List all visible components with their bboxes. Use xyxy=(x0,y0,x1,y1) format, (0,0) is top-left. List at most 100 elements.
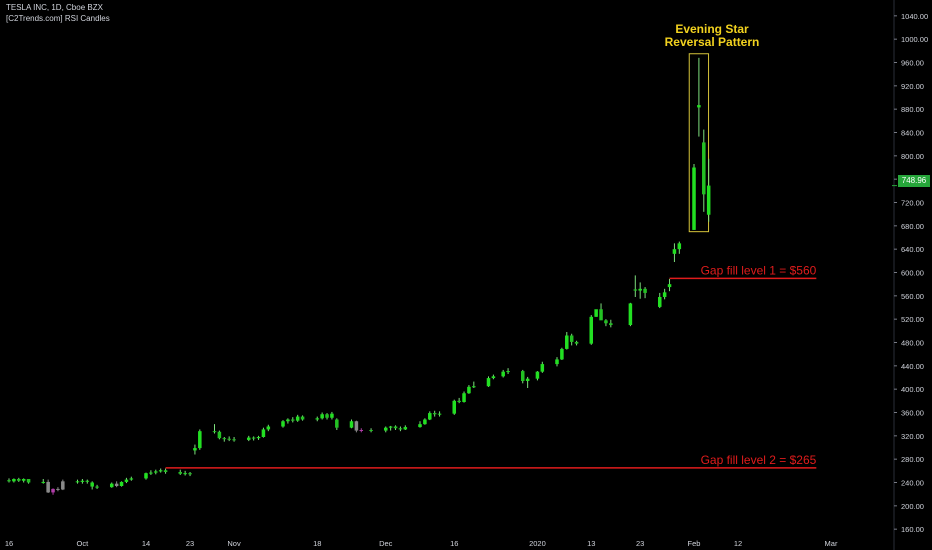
candle[interactable] xyxy=(325,413,329,420)
candle[interactable] xyxy=(85,479,90,484)
candle[interactable] xyxy=(227,436,231,442)
candle[interactable] xyxy=(114,481,119,488)
candle[interactable] xyxy=(432,410,437,417)
candle[interactable] xyxy=(702,129,706,212)
candle[interactable] xyxy=(56,487,60,492)
candle[interactable] xyxy=(589,315,594,345)
candle[interactable] xyxy=(291,417,295,423)
candle[interactable] xyxy=(212,424,217,434)
candle[interactable] xyxy=(61,479,65,491)
candle[interactable] xyxy=(520,369,525,384)
symbol-title[interactable]: TESLA INC, 1D, Cboe BZX xyxy=(6,3,103,12)
candle[interactable] xyxy=(423,418,427,425)
candle[interactable] xyxy=(462,391,466,403)
candle[interactable] xyxy=(256,435,261,440)
candle[interactable] xyxy=(525,376,530,388)
candle[interactable] xyxy=(403,425,408,430)
candle[interactable] xyxy=(144,472,148,480)
candle[interactable] xyxy=(560,347,564,360)
candle[interactable] xyxy=(677,241,682,254)
candle[interactable] xyxy=(295,414,300,422)
candle[interactable] xyxy=(315,416,320,422)
candle[interactable] xyxy=(706,158,711,222)
candle[interactable] xyxy=(124,477,129,484)
candle[interactable] xyxy=(697,57,701,137)
candle[interactable] xyxy=(17,477,21,482)
candle[interactable] xyxy=(320,412,324,420)
candle[interactable] xyxy=(80,479,85,484)
candle[interactable] xyxy=(12,478,16,483)
candle[interactable] xyxy=(662,288,667,300)
candle[interactable] xyxy=(486,376,491,387)
candle[interactable] xyxy=(672,243,677,262)
candle[interactable] xyxy=(506,368,510,374)
candle[interactable] xyxy=(555,357,559,367)
candle[interactable] xyxy=(26,479,31,484)
candle[interactable] xyxy=(246,435,251,442)
candle[interactable] xyxy=(467,385,471,394)
candle[interactable] xyxy=(95,484,99,489)
candle[interactable] xyxy=(188,472,192,477)
candle[interactable] xyxy=(628,302,633,327)
candle[interactable] xyxy=(383,426,388,433)
candle[interactable] xyxy=(75,479,80,484)
candle[interactable] xyxy=(183,470,187,476)
candle[interactable] xyxy=(457,397,461,404)
candle[interactable] xyxy=(149,470,153,475)
candle[interactable] xyxy=(569,333,574,346)
candle[interactable] xyxy=(349,419,354,429)
candle[interactable] xyxy=(657,292,662,309)
candle[interactable] xyxy=(535,371,540,381)
candle[interactable] xyxy=(418,421,422,428)
candle[interactable] xyxy=(46,479,50,493)
candle[interactable] xyxy=(222,437,227,442)
candle[interactable] xyxy=(599,303,603,321)
candle[interactable] xyxy=(501,369,505,378)
candle[interactable] xyxy=(565,332,569,350)
candle[interactable] xyxy=(609,319,613,328)
candle[interactable] xyxy=(388,425,393,431)
candle[interactable] xyxy=(330,411,334,420)
candle[interactable] xyxy=(217,430,222,440)
candle[interactable] xyxy=(232,437,236,442)
candle[interactable] xyxy=(281,420,285,428)
candle[interactable] xyxy=(604,319,608,327)
candle[interactable] xyxy=(594,309,598,317)
candle[interactable] xyxy=(335,418,339,430)
candle[interactable] xyxy=(359,428,364,433)
candle[interactable] xyxy=(193,444,197,455)
candle[interactable] xyxy=(667,278,672,292)
candle[interactable] xyxy=(251,436,256,441)
candle[interactable] xyxy=(154,469,158,475)
candle[interactable] xyxy=(491,374,496,380)
candle[interactable] xyxy=(692,164,696,230)
candle[interactable] xyxy=(41,479,46,484)
candle[interactable] xyxy=(398,426,403,432)
candle[interactable] xyxy=(129,476,134,481)
candle[interactable] xyxy=(286,418,290,424)
candle[interactable] xyxy=(300,415,305,421)
candle[interactable] xyxy=(266,424,271,432)
candle[interactable] xyxy=(158,468,163,473)
candle[interactable] xyxy=(261,427,266,438)
candle[interactable] xyxy=(7,478,11,483)
candle[interactable] xyxy=(198,429,202,450)
candle[interactable] xyxy=(643,287,647,299)
candle[interactable] xyxy=(452,399,457,415)
candle[interactable] xyxy=(119,481,124,487)
candle[interactable] xyxy=(21,478,26,483)
candle[interactable] xyxy=(109,482,114,488)
candle[interactable] xyxy=(178,469,183,475)
candle[interactable] xyxy=(540,361,545,373)
candle[interactable] xyxy=(472,381,476,388)
candle[interactable] xyxy=(574,340,579,346)
candle[interactable] xyxy=(393,425,398,430)
candle[interactable] xyxy=(428,411,432,421)
candle[interactable] xyxy=(90,481,94,490)
candle[interactable] xyxy=(369,428,373,433)
candle[interactable] xyxy=(354,420,359,433)
candle[interactable] xyxy=(163,468,168,474)
candle[interactable] xyxy=(51,488,55,495)
candle[interactable] xyxy=(638,282,642,299)
